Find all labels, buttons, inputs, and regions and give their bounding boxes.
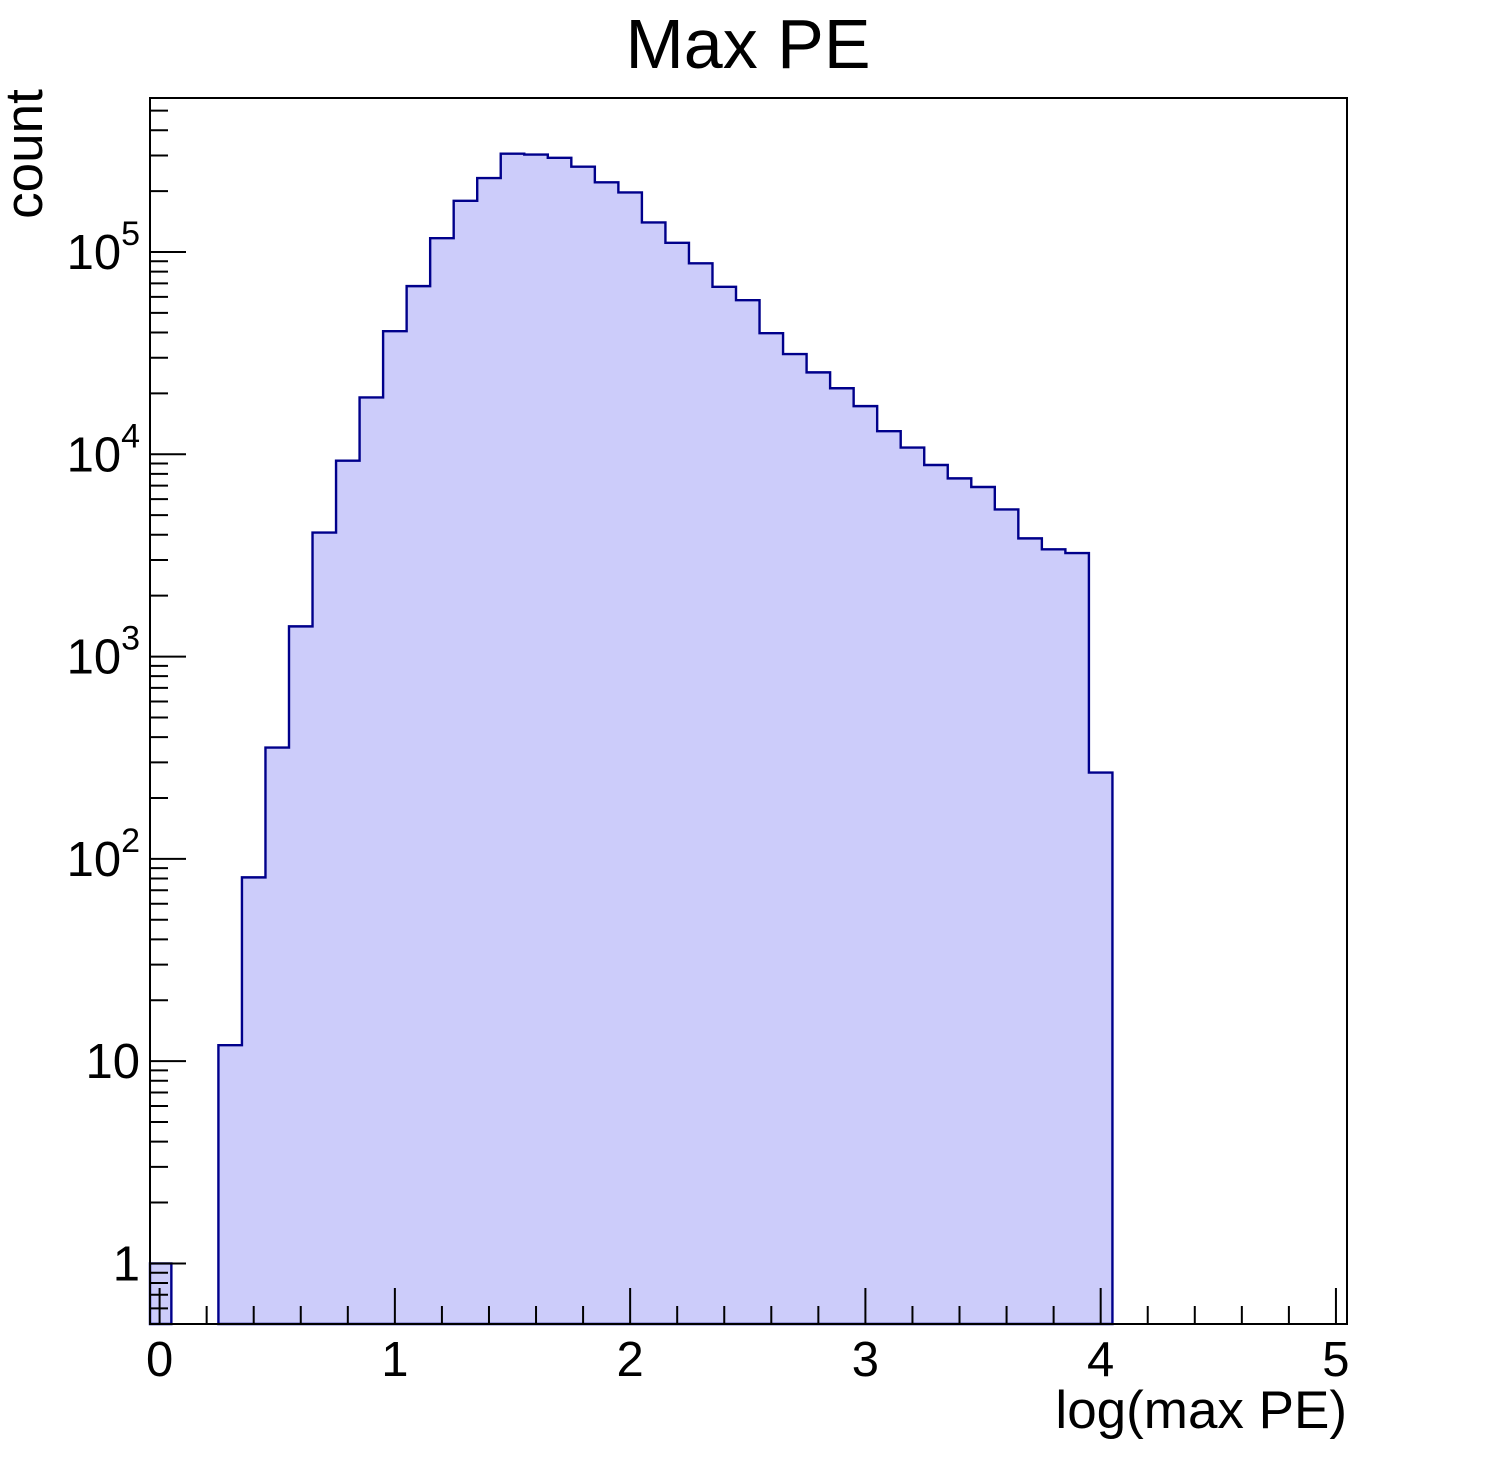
- x-tick-label: 3: [852, 1333, 879, 1387]
- histogram-series: [148, 152, 1114, 1326]
- x-tick-label: 0: [146, 1333, 173, 1387]
- x-tick-label: 4: [1087, 1333, 1114, 1387]
- y-axis-title: count: [0, 89, 54, 219]
- histogram-bar-run: [217, 152, 1114, 1326]
- y-tick-label: 102: [67, 822, 140, 887]
- plot-frame: [149, 97, 1348, 1325]
- x-tick-label: 1: [381, 1333, 408, 1387]
- y-tick-label: 10: [85, 1035, 140, 1089]
- y-tick-label: 105: [67, 215, 140, 280]
- y-tick-label: 103: [67, 620, 140, 685]
- x-axis: 0 1 2 3 4 5: [146, 1288, 1350, 1387]
- x-axis-title: log(max PE): [1055, 1381, 1347, 1440]
- x-tick-label: 2: [617, 1333, 644, 1387]
- y-tick-label: 1: [113, 1237, 140, 1291]
- y-tick-label: 104: [67, 417, 140, 482]
- x-tick-label: 5: [1322, 1333, 1349, 1387]
- chart-title: Max PE: [625, 5, 870, 83]
- y-axis: 1 10 102 103 104 105: [67, 109, 186, 1310]
